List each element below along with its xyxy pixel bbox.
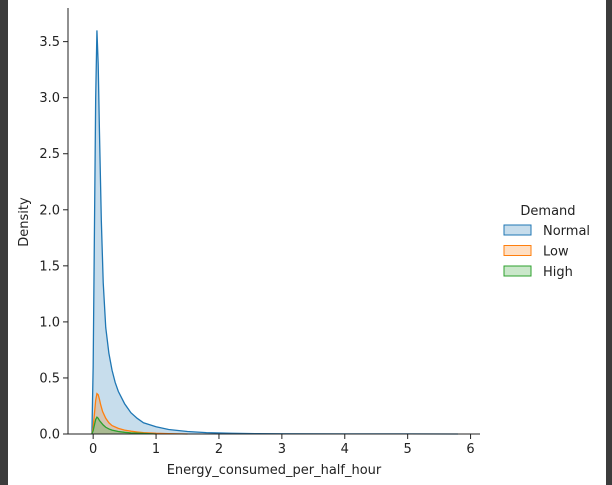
- density-line-normal: [91, 30, 458, 435]
- left-window-edge: [0, 0, 8, 485]
- legend-label-high: High: [543, 265, 573, 280]
- y-tick-label: 2.5: [39, 147, 60, 162]
- legend-swatch-high: [503, 265, 532, 277]
- x-tick-label: 4: [341, 442, 349, 457]
- plot-areas: [91, 30, 458, 435]
- x-axis-label: Energy_consumed_per_half_hour: [167, 463, 382, 478]
- density-area-normal: [91, 30, 458, 434]
- legend-label-normal: Normal: [543, 224, 590, 239]
- x-tick-label: 3: [278, 442, 286, 457]
- y-tick-label: 2.0: [39, 203, 60, 218]
- x-tick-label: 6: [466, 442, 474, 457]
- y-tick-label: 3.0: [39, 91, 60, 106]
- x-tick-label: 5: [404, 442, 412, 457]
- legend-swatch-low: [503, 245, 532, 256]
- y-tick-label: 3.5: [39, 35, 60, 50]
- x-tick-label: 1: [152, 442, 160, 457]
- x-tick-label: 2: [215, 442, 223, 457]
- y-ticks: 0.0 0.5 1.0 1.5 2.0 2.5 3.0 3.5: [39, 35, 68, 443]
- x-ticks: 0 1 2 3 4 5 6: [89, 434, 475, 457]
- legend: Demand Normal Low High: [503, 204, 590, 280]
- legend-title: Demand: [520, 204, 575, 219]
- density-line-low: [91, 392, 188, 435]
- right-window-edge: [606, 0, 612, 485]
- legend-items: Normal Low High: [503, 224, 590, 280]
- y-tick-label: 1.0: [39, 315, 60, 330]
- y-axis-label: Density: [17, 197, 32, 247]
- density-area-low: [91, 393, 188, 434]
- y-tick-label: 0.5: [39, 371, 60, 386]
- density-area-high: [91, 417, 157, 434]
- density-line-high: [91, 416, 157, 435]
- legend-swatch-normal: [503, 224, 532, 236]
- axes: [67, 8, 480, 435]
- y-tick-label: 1.5: [39, 259, 60, 274]
- legend-label-low: Low: [543, 245, 569, 260]
- y-tick-label: 0.0: [39, 428, 60, 443]
- x-tick-label: 0: [89, 442, 97, 457]
